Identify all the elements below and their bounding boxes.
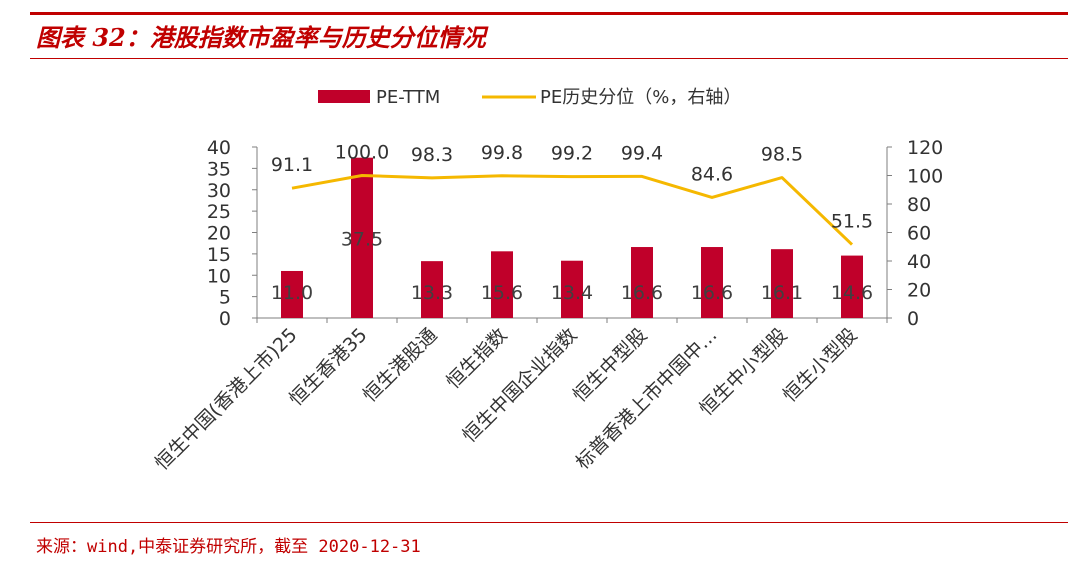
- category-label: 恒生小型股: [779, 324, 862, 407]
- line-value-label: 100.0: [335, 142, 389, 164]
- bar-value-label: 37.5: [341, 229, 383, 251]
- category-label: 恒生港股通: [359, 324, 442, 407]
- right-tick-label: 80: [907, 194, 931, 216]
- line-value-label: 98.3: [411, 144, 453, 166]
- left-tick-label: 25: [207, 201, 231, 223]
- data-labels: 11.0 37.5 13.3 15.6 13.4 16.6 16.6 16.1 14.6 91.1…: [271, 142, 873, 305]
- line-value-label: 99.2: [551, 143, 593, 165]
- category-label: 标普香港上市中国中…: [572, 324, 722, 474]
- bar-pe-ttm: [281, 270, 303, 318]
- bar-pe-ttm: [631, 247, 653, 318]
- bar-value-label: 16.1: [761, 282, 803, 304]
- chart-legend: PE-TTM PE历史分位（%，右轴）: [318, 87, 741, 108]
- left-tick-label: 5: [219, 287, 231, 309]
- left-tick-label: 20: [207, 223, 231, 245]
- legend-label-pe-ttm: PE-TTM: [376, 87, 440, 108]
- legend-swatch-pe-ttm: [318, 90, 370, 103]
- left-tick-label: 35: [207, 158, 231, 180]
- bar-pe-ttm: [771, 249, 793, 318]
- left-tick-label: 15: [207, 244, 231, 266]
- right-tick-label: 120: [907, 137, 943, 159]
- left-tick-label: 40: [207, 137, 231, 159]
- line-value-label: 51.5: [831, 211, 873, 233]
- top-rule: [30, 12, 1068, 15]
- category-label: 恒生指数: [442, 324, 511, 393]
- line-value-label: 98.5: [761, 144, 803, 166]
- bar-value-label: 16.6: [621, 282, 663, 304]
- left-tick-label: 0: [219, 308, 231, 330]
- right-tick-label: 0: [907, 308, 919, 330]
- bar-value-label: 13.4: [551, 282, 593, 304]
- figure-title: 图表 32：港股指数市盈率与历史分位情况: [36, 23, 486, 52]
- category-label: 恒生中国(香港上市)25: [151, 324, 302, 475]
- bar-value-label: 13.3: [411, 282, 453, 304]
- bar-pe-ttm: [351, 157, 373, 318]
- source-note: 来源：wind,中泰证券研究所，截至 2020-12-31: [36, 537, 421, 557]
- bar-pe-ttm: [421, 261, 443, 318]
- line-value-label: 99.4: [621, 142, 663, 164]
- left-tick-label: 30: [207, 180, 231, 202]
- line-pe-percentile: [291, 174, 854, 246]
- bar-value-label: 16.6: [691, 282, 733, 304]
- bar-pe-ttm: [841, 255, 863, 318]
- line-series: [291, 174, 854, 246]
- line-value-label: 99.8: [481, 142, 523, 164]
- bar-series: [281, 157, 863, 318]
- bar-pe-ttm: [701, 247, 723, 318]
- right-tick-label: 40: [907, 251, 931, 273]
- bottom-rule: [30, 522, 1068, 523]
- right-tick-label: 100: [907, 166, 943, 188]
- bar-value-label: 11.0: [271, 282, 313, 304]
- bar-value-label: 15.6: [481, 282, 523, 304]
- line-value-label: 84.6: [691, 163, 733, 185]
- title-rule: [30, 58, 1068, 59]
- bar-pe-ttm: [491, 251, 513, 318]
- right-tick-label: 60: [907, 223, 931, 245]
- bar-pe-ttm: [561, 260, 583, 318]
- bar-value-label: 14.6: [831, 282, 873, 304]
- line-value-label: 91.1: [271, 154, 313, 176]
- legend-label-pe-percentile: PE历史分位（%，右轴）: [540, 87, 741, 108]
- left-tick-label: 10: [207, 265, 231, 287]
- right-tick-label: 20: [907, 280, 931, 302]
